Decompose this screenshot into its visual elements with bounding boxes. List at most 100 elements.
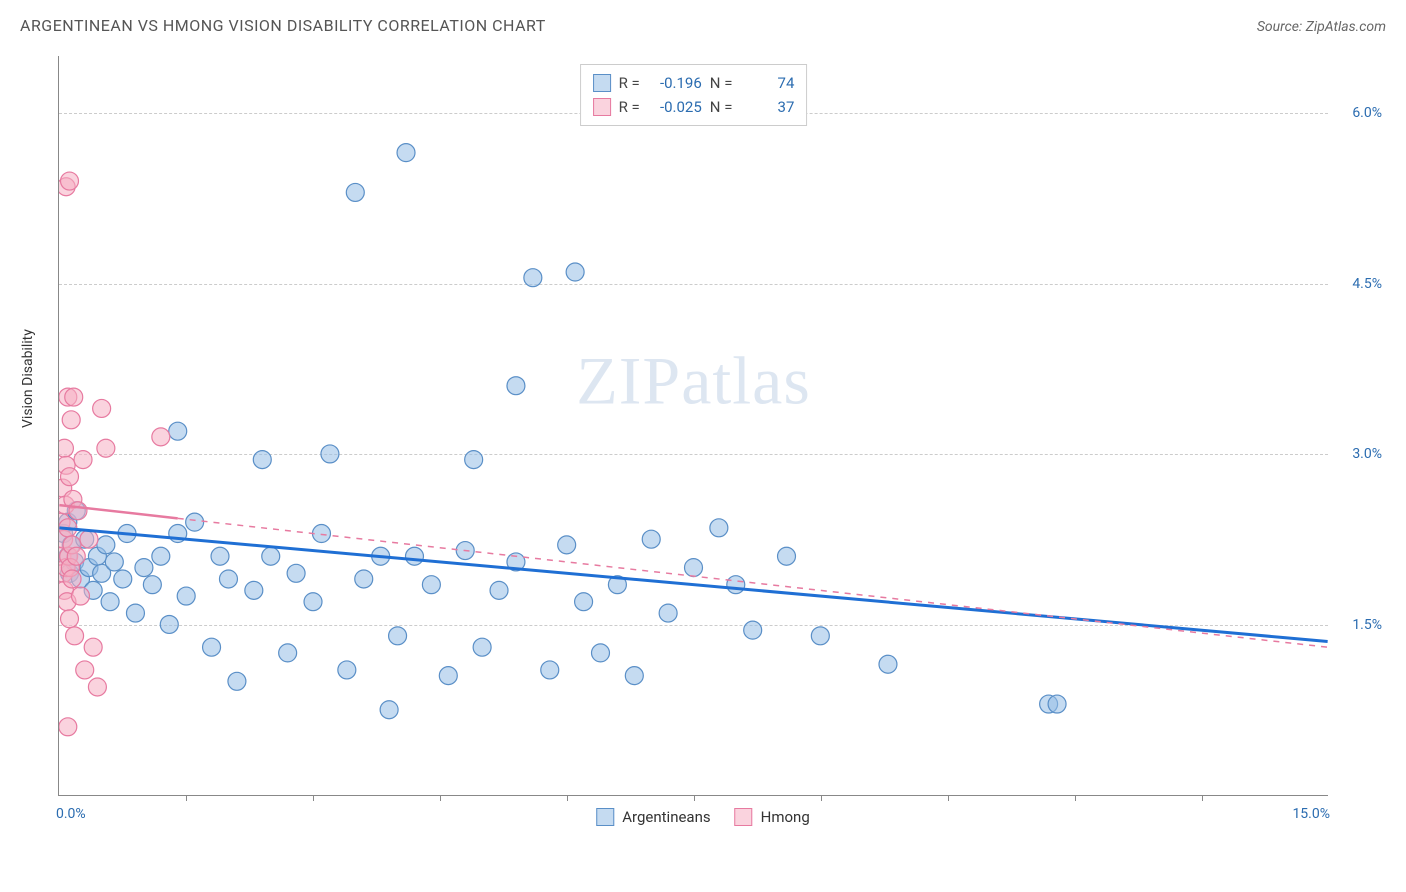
chart-title: ARGENTINEAN VS HMONG VISION DISABILITY C… bbox=[20, 16, 546, 35]
scatter-point bbox=[811, 627, 829, 645]
scatter-point bbox=[304, 593, 322, 611]
scatter-point bbox=[80, 530, 98, 548]
scatter-point bbox=[312, 525, 330, 543]
y-tick-label: 6.0% bbox=[1352, 105, 1382, 121]
x-tick bbox=[821, 795, 822, 801]
scatter-point bbox=[228, 672, 246, 690]
source-label: Source: ZipAtlas.com bbox=[1257, 19, 1386, 35]
legend-correlation: R = -0.196 N = 74 R = -0.025 N = 37 bbox=[580, 64, 808, 126]
scatter-point bbox=[59, 718, 77, 736]
r-value: -0.196 bbox=[648, 71, 702, 95]
x-axis-min-label: 0.0% bbox=[56, 806, 86, 822]
scatter-point bbox=[62, 411, 80, 429]
n-value: 37 bbox=[740, 95, 794, 119]
scatter-point bbox=[59, 439, 73, 457]
y-axis-label: Vision Disability bbox=[20, 329, 36, 428]
scatter-point bbox=[105, 553, 123, 571]
scatter-point bbox=[97, 536, 115, 554]
y-tick-label: 3.0% bbox=[1352, 446, 1382, 462]
scatter-point bbox=[211, 547, 229, 565]
x-tick bbox=[567, 795, 568, 801]
scatter-point bbox=[338, 661, 356, 679]
scatter-point bbox=[152, 428, 170, 446]
scatter-point bbox=[69, 502, 87, 520]
scatter-point bbox=[710, 519, 728, 537]
scatter-point bbox=[524, 269, 542, 287]
n-label: N = bbox=[710, 71, 733, 95]
scatter-point bbox=[97, 439, 115, 457]
scatter-point bbox=[389, 627, 407, 645]
x-tick bbox=[694, 795, 695, 801]
legend-label: Hmong bbox=[761, 808, 810, 826]
scatter-point bbox=[152, 547, 170, 565]
r-label: R = bbox=[619, 95, 640, 119]
scatter-point bbox=[541, 661, 559, 679]
scatter-point bbox=[101, 593, 119, 611]
scatter-point bbox=[465, 451, 483, 469]
legend-row: R = -0.025 N = 37 bbox=[593, 95, 795, 119]
scatter-point bbox=[61, 172, 79, 190]
plot-area: ZIPatlas R = -0.196 N = 74 R = -0.025 N … bbox=[58, 56, 1328, 796]
scatter-point bbox=[126, 604, 144, 622]
scatter-point bbox=[575, 593, 593, 611]
scatter-point bbox=[203, 638, 221, 656]
scatter-point bbox=[66, 627, 84, 645]
scatter-point bbox=[287, 564, 305, 582]
scatter-point bbox=[422, 576, 440, 594]
x-tick bbox=[948, 795, 949, 801]
r-value: -0.025 bbox=[648, 95, 702, 119]
scatter-point bbox=[135, 559, 153, 577]
x-tick bbox=[313, 795, 314, 801]
scatter-point bbox=[93, 399, 111, 417]
scatter-point bbox=[473, 638, 491, 656]
legend-row: R = -0.196 N = 74 bbox=[593, 71, 795, 95]
scatter-point bbox=[65, 388, 83, 406]
scatter-point bbox=[642, 530, 660, 548]
scatter-svg bbox=[59, 56, 1328, 795]
x-tick bbox=[1202, 795, 1203, 801]
scatter-point bbox=[879, 655, 897, 673]
legend-swatch bbox=[735, 808, 753, 826]
scatter-point bbox=[507, 377, 525, 395]
scatter-point bbox=[625, 667, 643, 685]
scatter-point bbox=[321, 445, 339, 463]
scatter-point bbox=[74, 451, 92, 469]
x-tick bbox=[440, 795, 441, 801]
scatter-point bbox=[405, 547, 423, 565]
scatter-point bbox=[76, 661, 94, 679]
scatter-point bbox=[61, 610, 79, 628]
scatter-point bbox=[245, 581, 263, 599]
scatter-point bbox=[566, 263, 584, 281]
scatter-point bbox=[84, 638, 102, 656]
x-tick bbox=[1075, 795, 1076, 801]
n-value: 74 bbox=[740, 71, 794, 95]
legend-item: Argentineans bbox=[596, 808, 710, 826]
scatter-point bbox=[592, 644, 610, 662]
legend-label: Argentineans bbox=[622, 808, 710, 826]
scatter-point bbox=[177, 587, 195, 605]
scatter-point bbox=[63, 570, 81, 588]
legend-series: Argentineans Hmong bbox=[596, 808, 810, 826]
r-label: R = bbox=[619, 71, 640, 95]
scatter-point bbox=[355, 570, 373, 588]
scatter-point bbox=[67, 547, 85, 565]
scatter-point bbox=[88, 678, 106, 696]
scatter-point bbox=[439, 667, 457, 685]
scatter-point bbox=[397, 144, 415, 162]
scatter-point bbox=[279, 644, 297, 662]
scatter-point bbox=[346, 183, 364, 201]
scatter-point bbox=[61, 468, 79, 486]
x-tick bbox=[186, 795, 187, 801]
legend-swatch bbox=[593, 98, 611, 116]
legend-swatch bbox=[596, 808, 614, 826]
y-tick-label: 4.5% bbox=[1352, 276, 1382, 292]
scatter-point bbox=[727, 576, 745, 594]
scatter-point bbox=[114, 570, 132, 588]
legend-item: Hmong bbox=[735, 808, 810, 826]
scatter-point bbox=[169, 422, 187, 440]
scatter-point bbox=[659, 604, 677, 622]
x-axis-max-label: 15.0% bbox=[1292, 806, 1330, 822]
scatter-point bbox=[558, 536, 576, 554]
scatter-point bbox=[143, 576, 161, 594]
y-tick-label: 1.5% bbox=[1352, 617, 1382, 633]
